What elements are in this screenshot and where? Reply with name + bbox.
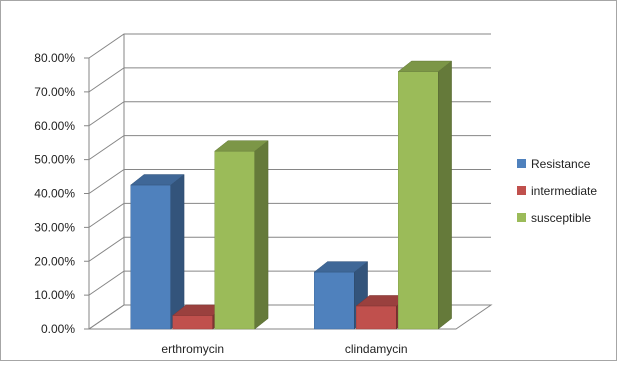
- bar-side: [170, 174, 185, 330]
- legend-swatch: [517, 213, 526, 222]
- y-tick-label: 30.00%: [34, 220, 75, 234]
- legend-label: susceptible: [531, 211, 591, 225]
- gridline: [88, 236, 491, 262]
- x-category-label: erthromycin: [161, 342, 224, 356]
- y-axis-ticks: 0.00% 10.00% 20.00% 30.00% 40.00% 50.00% 60.00…: [34, 51, 89, 336]
- x-category-label: clindamycin: [345, 342, 408, 356]
- legend-label: Resistance: [531, 157, 591, 171]
- bar-front: [214, 150, 255, 330]
- y-tick-label: 60.00%: [34, 119, 75, 133]
- gridline: [88, 202, 491, 228]
- gridline: [88, 270, 491, 296]
- y-tick-label: 20.00%: [34, 254, 75, 268]
- bar-resistance-erthromycin: [130, 174, 185, 330]
- bar-front: [172, 315, 213, 330]
- bar-susceptible-clindamycin: [397, 60, 453, 330]
- y-tick-label: 70.00%: [34, 85, 75, 99]
- bar-front: [398, 71, 439, 330]
- bar-susceptible-erthromycin: [214, 140, 269, 330]
- y-tick-label: 0.00%: [41, 322, 75, 336]
- bar-front: [130, 184, 171, 330]
- legend-swatch: [517, 159, 526, 168]
- gridline: [88, 67, 491, 93]
- bar-front: [314, 271, 355, 330]
- bar-side: [438, 60, 452, 330]
- bar-top: [130, 174, 185, 186]
- bar-front: [356, 305, 397, 330]
- y-tick-label: 50.00%: [34, 153, 75, 167]
- bar-side: [254, 140, 269, 330]
- legend: Resistance intermediate susceptible: [517, 157, 597, 225]
- y-tick-label: 10.00%: [34, 288, 75, 302]
- gridline: [88, 101, 491, 127]
- bars: [130, 60, 453, 330]
- gridline: [88, 33, 491, 59]
- legend-label: intermediate: [531, 184, 597, 198]
- bar-top: [214, 140, 269, 152]
- y-tick-label: 40.00%: [34, 187, 75, 201]
- y-tick-label: 80.00%: [34, 51, 75, 65]
- bar-top: [397, 60, 453, 72]
- x-axis-labels: erthromycin clindamycin: [161, 342, 407, 356]
- legend-swatch: [517, 186, 526, 195]
- gridline: [88, 135, 491, 161]
- gridline: [88, 169, 491, 194]
- bar-top: [313, 261, 369, 273]
